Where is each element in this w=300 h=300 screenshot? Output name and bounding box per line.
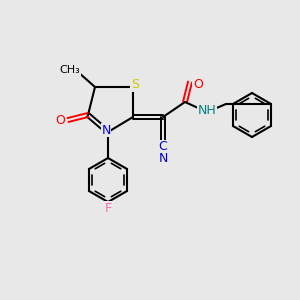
Text: F: F	[104, 202, 112, 214]
Text: N: N	[101, 124, 111, 136]
Text: O: O	[193, 79, 203, 92]
Text: S: S	[131, 79, 139, 92]
Text: C: C	[159, 140, 167, 154]
Text: CH₃: CH₃	[60, 65, 80, 75]
Text: O: O	[55, 113, 65, 127]
Text: NH: NH	[198, 104, 216, 118]
Text: N: N	[158, 152, 168, 166]
